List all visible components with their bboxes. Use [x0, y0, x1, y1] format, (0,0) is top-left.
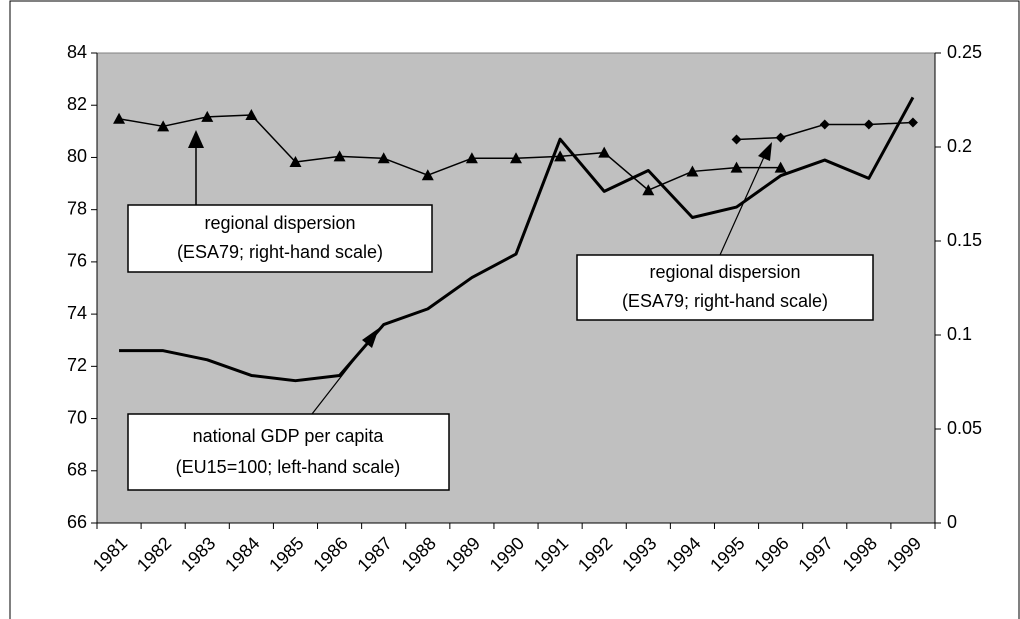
y2-tick-label: 0.05 — [947, 418, 982, 438]
marker-triangle — [157, 120, 170, 132]
marker-triangle — [377, 152, 390, 164]
y2-tick-label: 0.1 — [947, 324, 972, 344]
annotation-box — [576, 254, 874, 321]
y-tick-label: 84 — [67, 42, 87, 62]
y-tick-label: 82 — [67, 94, 87, 114]
annotation-text: national GDP per capita — [193, 426, 385, 446]
annotation-text: (EU15=100; left-hand scale) — [176, 457, 401, 477]
marker-triangle — [554, 150, 567, 162]
y2-tick-label: 0 — [947, 512, 957, 532]
marker-triangle — [201, 110, 214, 122]
y-tick-label: 74 — [67, 303, 87, 323]
marker-diamond — [863, 119, 874, 130]
y-tick-label: 66 — [67, 512, 87, 532]
marker-diamond — [731, 134, 742, 145]
arrow — [719, 156, 765, 256]
annotation-text: regional dispersion — [649, 262, 800, 282]
marker-triangle — [730, 161, 743, 173]
y2-tick-label: 0.2 — [947, 136, 972, 156]
marker-triangle — [421, 169, 434, 181]
marker-triangle — [333, 150, 346, 162]
y-tick-label: 76 — [67, 251, 87, 271]
marker-diamond — [907, 117, 918, 128]
annotation-text: regional dispersion — [204, 213, 355, 233]
marker-triangle — [289, 156, 302, 168]
annotation-text: (ESA79; right-hand scale) — [622, 291, 828, 311]
y-tick-label: 80 — [67, 146, 87, 166]
y-tick-label: 68 — [67, 460, 87, 480]
marker-triangle — [642, 184, 655, 196]
annotation-text: (ESA79; right-hand scale) — [177, 242, 383, 262]
arrow-head — [758, 142, 772, 161]
series-line — [119, 96, 915, 383]
annotation-box — [127, 413, 450, 491]
arrow-head — [362, 328, 379, 348]
marker-triangle — [245, 109, 258, 121]
y-tick-label: 78 — [67, 198, 87, 218]
arrow-head — [188, 130, 204, 148]
marker-triangle — [598, 146, 611, 158]
arrow — [311, 341, 369, 415]
marker-diamond — [819, 119, 830, 130]
series-line — [118, 114, 781, 191]
y2-tick-label: 0.25 — [947, 42, 982, 62]
marker-triangle — [510, 152, 522, 164]
y-tick-label: 72 — [67, 355, 87, 375]
marker-triangle — [686, 165, 699, 177]
marker-diamond — [775, 132, 786, 143]
annotation-box — [127, 204, 433, 273]
marker-triangle — [113, 112, 126, 124]
marker-triangle — [465, 152, 478, 164]
y-tick-label: 70 — [67, 407, 87, 427]
marker-triangle — [774, 161, 787, 173]
y2-tick-label: 0.15 — [947, 230, 982, 250]
annotations: regional dispersion (ESA79; right-hand s… — [127, 130, 874, 491]
